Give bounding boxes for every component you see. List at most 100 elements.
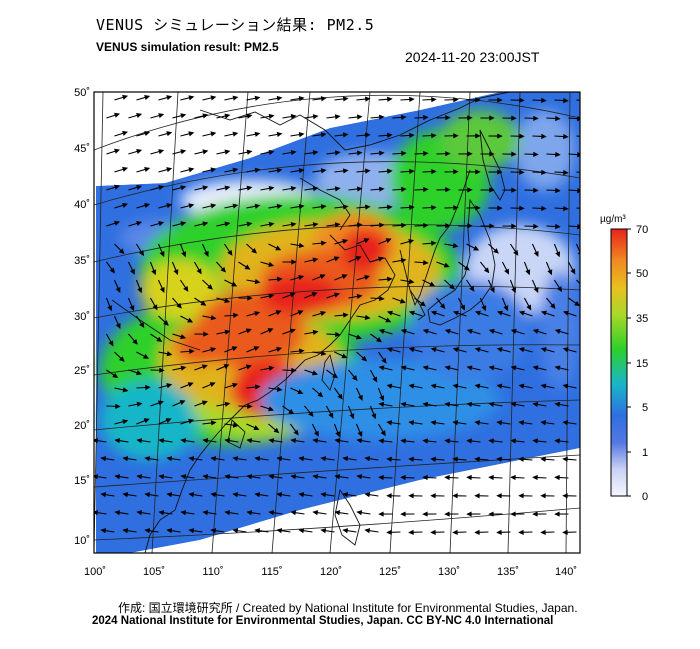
wind-arrow-head <box>180 113 187 119</box>
wind-arrow-head <box>342 312 349 318</box>
wind-arrow-head <box>202 185 209 191</box>
wind-arrow-head <box>107 305 113 312</box>
wind-arrow-head <box>320 204 327 210</box>
wind-arrow-head <box>475 133 481 139</box>
wind-arrow-head <box>254 95 261 101</box>
wind-arrow-head <box>372 376 378 383</box>
wind-arrow-head <box>159 286 165 293</box>
wind-arrow-head <box>254 528 261 534</box>
wind-arrow-head <box>232 422 239 428</box>
wind-arrow-head <box>474 310 481 316</box>
wind-arrow-head <box>533 250 539 257</box>
wind-arrow-head <box>555 223 561 230</box>
wind-arrow-head <box>210 203 217 209</box>
wind-arrow-head <box>488 438 494 444</box>
wind-arrow-head <box>152 304 158 311</box>
wind-arrow-head <box>363 238 370 244</box>
wind-arrow-head <box>312 114 319 120</box>
wind-arrow-head <box>449 284 455 290</box>
wind-arrow-head <box>179 400 186 405</box>
wind-arrow-head <box>246 221 253 227</box>
wind-arrow-head <box>232 382 239 388</box>
wind-arrow-head <box>308 411 314 417</box>
wind-arrow-head <box>129 305 135 312</box>
wind-arrow-head <box>139 321 145 328</box>
wind-arrow-head <box>474 347 481 353</box>
wind-arrow-head <box>401 186 407 192</box>
wind-arrow-head <box>489 286 495 293</box>
wind-arrow-head <box>364 275 371 281</box>
wind-arrow-head <box>519 97 525 103</box>
wind-arrow <box>576 171 580 173</box>
wind-arrow-head <box>244 264 251 270</box>
wind-arrow-head <box>445 115 451 121</box>
wind-arrow-head <box>423 222 429 229</box>
wind-arrow-head <box>254 492 261 498</box>
wind-arrow-head <box>444 328 451 334</box>
wind-arrow-head <box>541 133 547 140</box>
wind-arrow-head <box>144 456 151 462</box>
wind-arrow-head <box>276 95 283 102</box>
wind-arrow-head <box>289 328 296 334</box>
wind-arrow-head <box>385 238 392 244</box>
wind-arrow-head <box>180 334 187 340</box>
wind-arrow-head <box>233 312 239 318</box>
wind-arrow-head <box>203 250 209 257</box>
wind-arrow-head <box>497 133 503 139</box>
wind-arrow-head <box>210 131 217 137</box>
wind-arrow-head <box>290 149 297 156</box>
wind-arrow-head <box>511 187 517 193</box>
wind-arrow-head <box>586 171 590 174</box>
wind-arrow-head <box>586 135 590 138</box>
wind-arrow-head <box>298 242 305 249</box>
wind-arrow-head <box>341 353 348 359</box>
wind-arrow-head <box>460 304 466 311</box>
wind-arrow-head <box>430 456 436 462</box>
wind-arrow-head <box>144 130 151 137</box>
wind-arrow-head <box>181 251 187 258</box>
wind-arrow-head <box>232 492 239 498</box>
wind-arrow-head <box>136 474 143 480</box>
wind-arrow-head <box>386 456 392 462</box>
wind-arrow-head <box>409 168 415 175</box>
wind-arrow-head <box>431 132 437 139</box>
wind-arrow-head <box>401 150 407 156</box>
wind-arrow-head <box>452 383 459 389</box>
wind-arrow-head <box>380 430 386 437</box>
colorbar-level-70: 70 <box>636 224 648 236</box>
wind-arrow-head <box>356 510 363 516</box>
wind-arrow-head <box>356 186 363 192</box>
wind-arrow-head <box>387 96 393 102</box>
wind-arrow-head <box>364 492 371 498</box>
wind-arrow-head <box>518 529 524 535</box>
wind-arrow-head <box>143 353 150 359</box>
wind-arrow-head <box>114 220 121 226</box>
lat-labels: 50˚ 45˚ 40˚ 35˚ 30˚ 25˚ 20˚ 15˚ 10˚ <box>74 87 90 547</box>
wind-arrow-head <box>341 274 348 280</box>
timestamp: 2024-11-20 23:00JST <box>405 49 540 65</box>
wind-arrow-head <box>312 438 319 444</box>
colorbar-level-0: 0 <box>642 491 648 503</box>
wind-arrow-head <box>371 413 377 420</box>
wind-arrow-head <box>467 223 473 229</box>
wind-arrow-head <box>158 438 165 444</box>
wind-arrow-head <box>518 383 525 389</box>
wind-arrow-head <box>122 492 129 498</box>
wind-arrow-head <box>277 276 283 282</box>
wind-arrow-head <box>519 133 525 139</box>
wind-arrow-head <box>342 492 349 498</box>
wind-arrow-head <box>378 328 385 334</box>
wind-arrow-head <box>387 168 393 174</box>
colorbar-level-5: 5 <box>642 402 648 414</box>
wind-arrow-head <box>430 493 436 499</box>
wind-arrow-head <box>430 529 436 535</box>
wind-arrow-head <box>532 474 538 481</box>
wind-arrow-head <box>289 292 296 298</box>
wind-arrow-head <box>276 386 283 392</box>
wind-arrow-head <box>496 456 502 462</box>
wind-arrow-head <box>488 401 495 408</box>
wind-arrow-head <box>379 150 385 156</box>
wind-arrow-head <box>122 456 129 462</box>
wind-arrow-head <box>122 166 129 172</box>
wind-arrow-head <box>489 151 495 157</box>
